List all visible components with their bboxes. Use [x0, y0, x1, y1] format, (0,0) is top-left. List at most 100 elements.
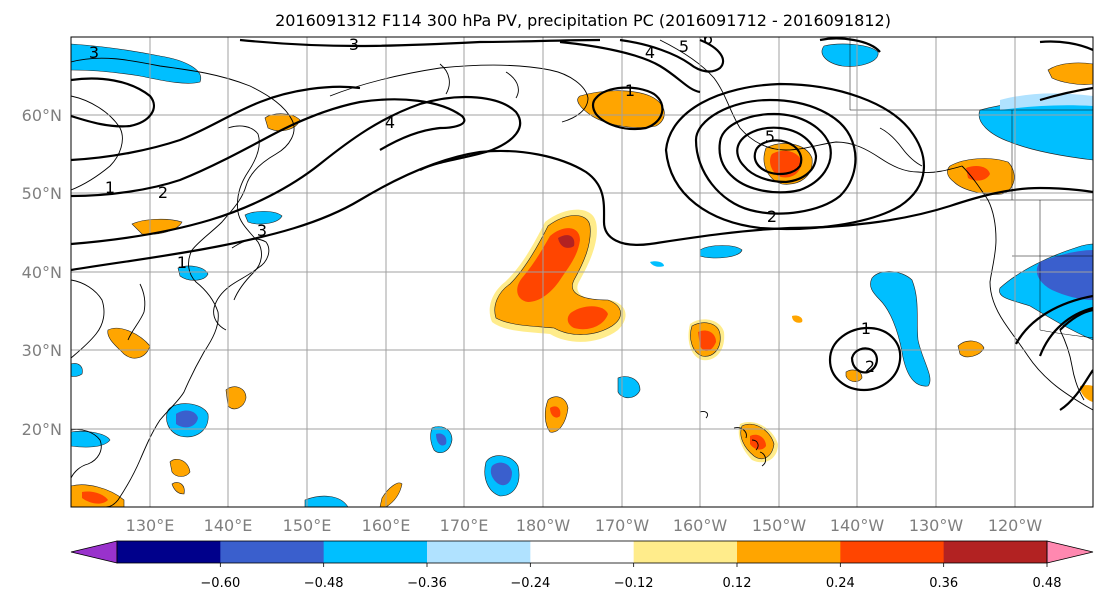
colorbar-tick-label: 0.48 — [1033, 576, 1062, 591]
pv-contour-16 — [1015, 294, 1093, 345]
coast-asia — [71, 57, 295, 507]
colorbar-extend-low — [70, 540, 118, 564]
pv-contour-9 — [591, 86, 664, 131]
shade-orange-wp3 — [171, 482, 185, 495]
lon-label: 170°E — [440, 516, 489, 535]
shade-blue-japan — [244, 211, 283, 225]
colorbar-tick-label: 0.24 — [826, 576, 855, 591]
shade-lightblue-bc — [1000, 93, 1093, 110]
pv-contour-8 — [619, 38, 725, 73]
pv-contour-13 — [753, 139, 803, 176]
pv-contour-4 — [71, 85, 361, 162]
shade-orange-wp2 — [169, 459, 191, 477]
shade-midblue-wp2 — [436, 433, 447, 446]
pv-contour-6 — [239, 38, 601, 48]
contour-label: 4 — [645, 43, 655, 62]
colorbar-segments — [117, 541, 1048, 563]
pv-contour-7 — [559, 40, 701, 94]
lat-label: 40°N — [22, 263, 62, 282]
colorbar-tick-label: −0.36 — [407, 576, 447, 591]
pv-contour-11 — [718, 112, 832, 194]
shade-midblue-wp3 — [490, 462, 512, 486]
colorbar-segment — [737, 541, 841, 563]
contour-label: 3 — [349, 35, 359, 54]
longitude-labels: 130°E 140°E 150°E 160°E 170°E 180°W 170°… — [126, 516, 1043, 535]
pv-contour-5 — [71, 77, 155, 128]
shade-midblue-us — [1036, 250, 1093, 300]
shade-orange-baja — [957, 340, 985, 358]
lon-label: 150°W — [752, 516, 807, 535]
shade-orange-mexico — [1080, 385, 1093, 402]
lat-label: 50°N — [22, 184, 62, 203]
colorbar-tick-label: −0.48 — [304, 576, 344, 591]
latitude-labels: 60°N 50°N 40°N 30°N 20°N — [22, 106, 62, 439]
colorbar-segment — [943, 541, 1048, 563]
positive-precip-shading — [71, 62, 1093, 507]
colorbar-extend-high — [1046, 540, 1094, 564]
contour-label: 5 — [679, 37, 689, 56]
lon-label: 130°W — [909, 516, 964, 535]
colorbar-segment — [220, 541, 325, 563]
contour-label: 5 — [765, 127, 775, 146]
contour-label: 4 — [385, 113, 395, 132]
colorbar-segment — [530, 541, 635, 563]
lon-label: 180°W — [516, 516, 571, 535]
colorbar-tick-label: −0.60 — [200, 576, 240, 591]
pv-contour-3 — [71, 98, 466, 198]
contour-label: 1 — [861, 319, 871, 338]
lon-label: 140°W — [830, 516, 885, 535]
pv-contour-18 — [1059, 308, 1093, 331]
pv-contour-2 — [71, 95, 522, 246]
shade-red-hawaii-north — [698, 330, 716, 351]
pv-contour-10 — [694, 98, 857, 215]
pv-contour-15 — [819, 37, 881, 53]
contour-label: 1 — [177, 253, 187, 272]
shade-blue-nw — [71, 43, 202, 84]
contour-label: 3 — [257, 221, 267, 240]
pv-contour-1 — [71, 149, 1093, 272]
colorbar-segment — [633, 541, 738, 563]
colorbar-tick-label: 0.36 — [929, 576, 958, 591]
contour-label: 2 — [865, 357, 875, 376]
pv-contour-21 — [850, 347, 878, 374]
lon-label: 120°W — [988, 516, 1043, 535]
borders — [849, 37, 1093, 339]
lat-label: 60°N — [22, 106, 62, 125]
shade-blue-philippines — [71, 430, 111, 448]
coast-china — [71, 279, 105, 359]
lat-label: 30°N — [22, 341, 62, 360]
colorbar-segment — [323, 541, 428, 563]
shade-orange-canada — [1047, 62, 1093, 85]
coast-alaska-south — [659, 39, 963, 173]
shade-orange-wp — [225, 386, 247, 410]
contour-label: 1 — [105, 178, 115, 197]
shade-blue-south — [304, 495, 349, 507]
coast-bering-north — [329, 64, 589, 123]
lon-label: 170°W — [595, 516, 650, 535]
colorbar-tick-label: 0.12 — [723, 576, 752, 591]
colorbar-tick-label: −0.24 — [510, 576, 550, 591]
contour-label: 2 — [767, 207, 777, 226]
pv-contours — [71, 37, 1093, 411]
lon-label: 160°W — [673, 516, 728, 535]
shade-red-central-south — [550, 406, 561, 418]
coast-japan — [213, 238, 270, 331]
lon-label: 130°E — [126, 516, 175, 535]
coast-gulf-islands — [879, 127, 923, 167]
shade-blue-asia-edge — [71, 363, 83, 377]
coast-chukotka — [439, 63, 519, 99]
shade-orange-china — [107, 327, 151, 359]
colorbar-segment — [840, 541, 945, 563]
shade-blue-central — [617, 376, 641, 399]
contour-labels: 3 3 4 5 6 1 4 5 1 2 3 1 2 1 2 — [89, 35, 875, 376]
coast-philippines — [71, 429, 102, 479]
lon-label: 160°E — [362, 516, 411, 535]
shade-darkred-central — [558, 235, 575, 248]
coast-siberia — [71, 95, 123, 191]
contour-label: 1 — [625, 81, 635, 100]
contour-label: 3 — [89, 43, 99, 62]
lon-label: 150°E — [283, 516, 332, 535]
shade-red-hawaii-south — [750, 434, 766, 450]
colorbar: −0.60 −0.48 −0.36 −0.24 −0.12 0.12 0.24 0.36 0.4… — [70, 540, 1094, 591]
pv-contour-20 — [828, 326, 902, 392]
